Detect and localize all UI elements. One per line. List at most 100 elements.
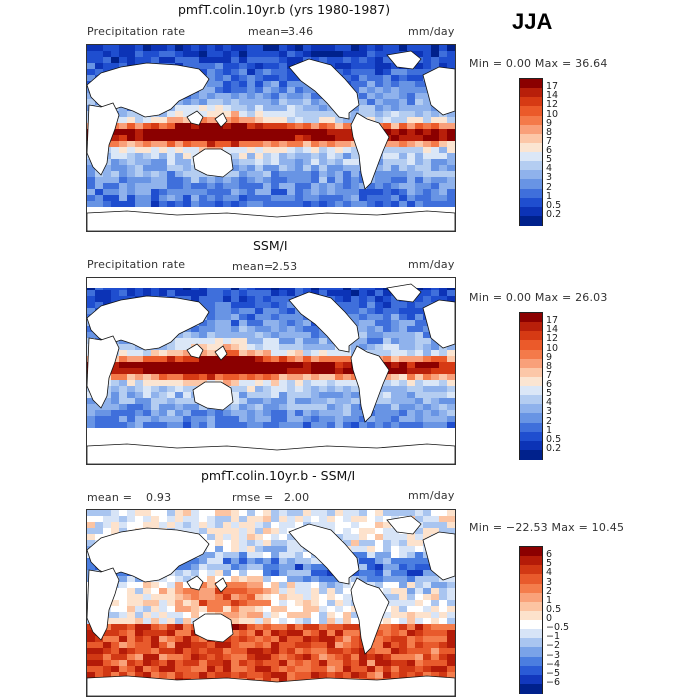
panel2-colorbar bbox=[519, 312, 543, 460]
colorbar-tick-label: 7 bbox=[546, 135, 553, 147]
colorbar-tick-label: 14 bbox=[546, 324, 559, 336]
colorbar-cell bbox=[520, 133, 542, 144]
panel3-map bbox=[86, 509, 456, 697]
colorbar-tick-label: −2 bbox=[546, 640, 561, 652]
colorbar-tick-label: 17 bbox=[546, 315, 559, 327]
colorbar-cell bbox=[520, 188, 542, 199]
colorbar-tick-label: 0.5 bbox=[546, 199, 562, 211]
colorbar-cell bbox=[520, 79, 542, 89]
colorbar-cell bbox=[520, 358, 542, 369]
panel2-title: SSM/I bbox=[253, 238, 288, 253]
panel3-colorbar bbox=[519, 546, 543, 694]
colorbar-tick-label: 3 bbox=[546, 576, 553, 588]
no-data-mask bbox=[87, 278, 455, 288]
colorbar-cell bbox=[520, 620, 542, 630]
colorbar-cell bbox=[520, 106, 542, 116]
colorbar-cell bbox=[520, 349, 542, 360]
colorbar-tick-label: 3 bbox=[546, 406, 553, 418]
panel1-mean-value: 3.46 bbox=[288, 25, 314, 38]
colorbar-cell bbox=[520, 215, 542, 226]
colorbar-cell bbox=[520, 556, 542, 566]
panel1-variable-label: Precipitation rate bbox=[87, 25, 186, 38]
colorbar-tick-label: −1 bbox=[546, 631, 561, 643]
colorbar-tick-label: 0.2 bbox=[546, 442, 562, 454]
colorbar-cell bbox=[520, 610, 542, 621]
panel1-title: pmfT.colin.10yr.b (yrs 1980-1987) bbox=[178, 2, 391, 17]
colorbar-cell bbox=[520, 179, 542, 189]
colorbar-cell bbox=[520, 404, 542, 414]
colorbar-cell bbox=[520, 592, 542, 603]
colorbar-tick-label: 9 bbox=[546, 117, 553, 129]
colorbar-cell bbox=[520, 547, 542, 557]
panel1-colorbar bbox=[519, 78, 543, 226]
colorbar-cell bbox=[520, 197, 542, 208]
colorbar-cell bbox=[520, 413, 542, 423]
colorbar-cell bbox=[520, 431, 542, 442]
season-label: JJA bbox=[512, 9, 553, 34]
colorbar-cell bbox=[520, 440, 542, 451]
colorbar-cell bbox=[520, 449, 542, 460]
colorbar-cell bbox=[520, 142, 542, 153]
panel2-units: mm/day bbox=[408, 258, 455, 271]
panel3-title: pmfT.colin.10yr.b - SSM/I bbox=[201, 468, 356, 483]
panel1-units: mm/day bbox=[408, 25, 455, 38]
panel2-minmax: Min = 0.00 Max = 26.03 bbox=[469, 291, 608, 304]
colorbar-cell bbox=[520, 124, 542, 135]
colorbar-tick-label: 8 bbox=[546, 126, 553, 138]
colorbar-tick-label: 0.5 bbox=[546, 603, 562, 615]
coastlines bbox=[87, 50, 455, 231]
colorbar-tick-label: 7 bbox=[546, 369, 553, 381]
colorbar-cell bbox=[520, 322, 542, 332]
panel3-rmse-label: rmse = bbox=[232, 491, 274, 504]
colorbar-cell bbox=[520, 376, 542, 387]
colorbar-cell bbox=[520, 170, 542, 180]
panel1-mean-label: mean= bbox=[248, 25, 290, 38]
colorbar-tick-label: 5 bbox=[546, 154, 553, 166]
colorbar-tick-label: −0.5 bbox=[546, 622, 570, 634]
colorbar-cell bbox=[520, 97, 542, 107]
colorbar-cell bbox=[520, 601, 542, 612]
panel1-map-field bbox=[87, 45, 455, 231]
colorbar-tick-label: 6 bbox=[546, 549, 553, 561]
panel2-map-field bbox=[87, 278, 455, 464]
colorbar-tick-label: 2 bbox=[546, 585, 553, 597]
colorbar-tick-label: 6 bbox=[546, 145, 553, 156]
colorbar-cell bbox=[520, 88, 542, 98]
colorbar-tick-label: 0.2 bbox=[546, 208, 562, 220]
colorbar-tick-label: 1 bbox=[546, 190, 553, 202]
colorbar-tick-label: 17 bbox=[546, 81, 559, 93]
colorbar-tick-label: −6 bbox=[546, 676, 561, 688]
colorbar-tick-label: 14 bbox=[546, 90, 559, 102]
panel1-map bbox=[86, 44, 456, 232]
colorbar-tick-label: 12 bbox=[546, 333, 559, 345]
panel3-mean-label: mean = bbox=[87, 491, 133, 504]
colorbar-tick-label: 8 bbox=[546, 360, 553, 372]
panel3-mean-value: 0.93 bbox=[146, 491, 172, 504]
colorbar-tick-label: 1 bbox=[546, 424, 553, 436]
colorbar-cell bbox=[520, 331, 542, 341]
panel1-minmax: Min = 0.00 Max = 36.64 bbox=[469, 57, 608, 70]
colorbar-cell bbox=[520, 386, 542, 396]
colorbar-tick-label: 2 bbox=[546, 181, 553, 193]
colorbar-cell bbox=[520, 161, 542, 171]
colorbar-cell bbox=[520, 656, 542, 667]
colorbar-cell bbox=[520, 638, 542, 648]
colorbar-tick-label: 4 bbox=[546, 397, 553, 409]
colorbar-tick-label: −5 bbox=[546, 667, 561, 679]
colorbar-cell bbox=[520, 647, 542, 657]
colorbar-tick-label: 9 bbox=[546, 351, 553, 363]
colorbar-cell bbox=[520, 340, 542, 350]
colorbar-tick-label: −4 bbox=[546, 658, 561, 670]
panel2-mean-value: 2.53 bbox=[272, 260, 298, 273]
colorbar-cell bbox=[520, 367, 542, 378]
colorbar-tick-label: 4 bbox=[546, 567, 553, 579]
panel2-map bbox=[86, 277, 456, 465]
colorbar-tick-label: 2 bbox=[546, 415, 553, 427]
colorbar-tick-label: 10 bbox=[546, 108, 559, 120]
colorbar-tick-label: 0 bbox=[546, 613, 553, 624]
colorbar-cell bbox=[520, 313, 542, 323]
colorbar-cell bbox=[520, 565, 542, 575]
colorbar-tick-label: 1 bbox=[546, 594, 553, 606]
panel2-variable-label: Precipitation rate bbox=[87, 258, 186, 271]
colorbar-tick-label: 10 bbox=[546, 342, 559, 354]
